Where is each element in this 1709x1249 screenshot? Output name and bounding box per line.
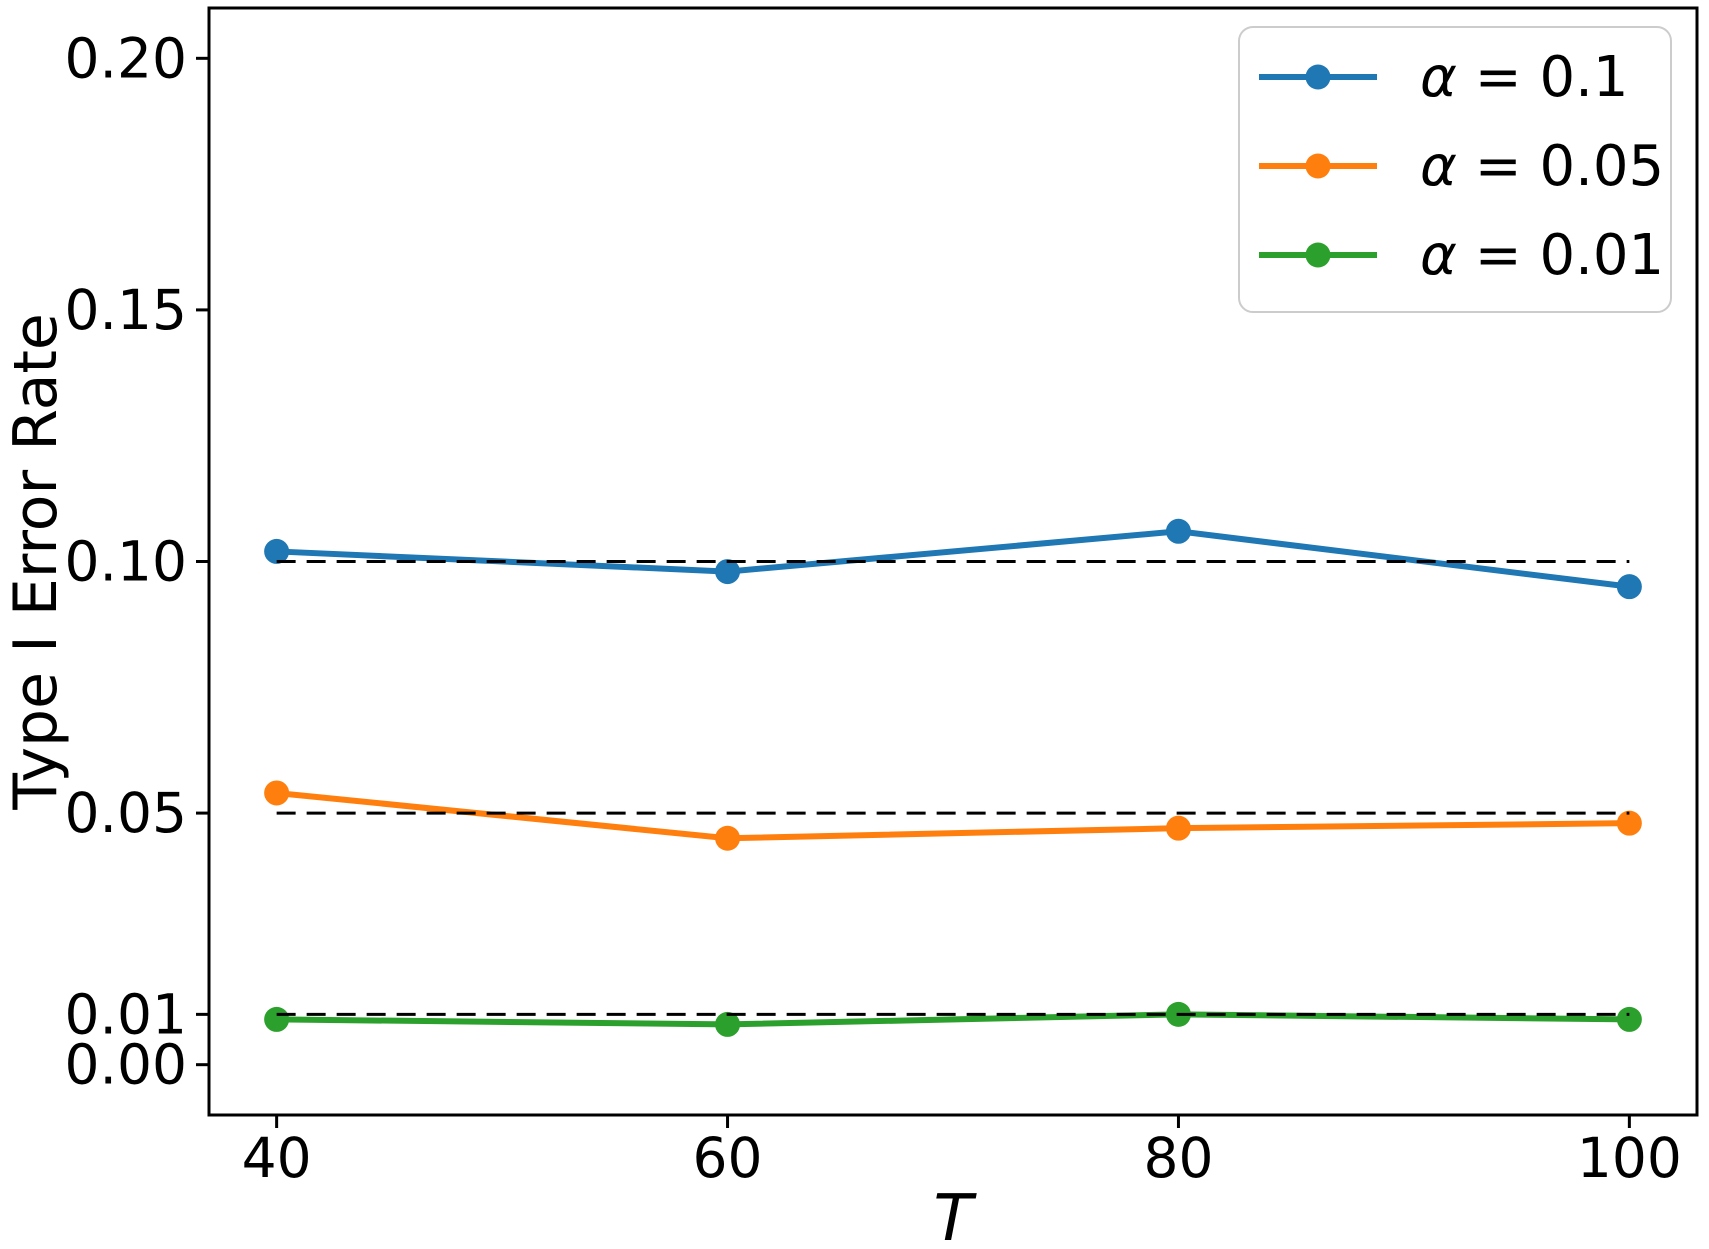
y-tick-label: 0.00 (65, 1033, 187, 1097)
y-axis-label: Type I Error Rate (1, 313, 71, 811)
legend-sample-marker (1305, 64, 1331, 90)
legend-label-value: = 0.01 (1457, 223, 1664, 288)
y-tick-label: 0.20 (65, 26, 187, 90)
legend-label-value: = 0.1 (1457, 45, 1629, 110)
y-tick-label: 0.01 (65, 982, 187, 1046)
data-point-T40 (264, 780, 290, 806)
data-point-T40 (264, 538, 290, 564)
data-point-T100 (1616, 1006, 1642, 1032)
legend-item: α = 0.01 (1259, 223, 1664, 288)
data-point-T80 (1165, 815, 1191, 841)
x-tick-label: 100 (1577, 1126, 1682, 1190)
legend-item: α = 0.05 (1259, 134, 1664, 199)
legend-label: α = 0.01 (1420, 223, 1664, 288)
series-line-0.05 (273, 789, 1633, 842)
y-tick-label: 0.10 (65, 530, 187, 594)
data-point-T40 (264, 1006, 290, 1032)
data-point-T60 (715, 559, 741, 585)
data-point-T80 (1165, 518, 1191, 544)
legend-label-symbol: α (1420, 134, 1457, 199)
legend-label-symbol: α (1420, 223, 1457, 288)
legend-label-symbol: α (1420, 45, 1457, 110)
x-tick-label: 80 (1143, 1126, 1213, 1190)
data-point-T60 (715, 1011, 741, 1037)
data-point-T100 (1616, 574, 1642, 600)
data-point-T60 (715, 825, 741, 851)
legend: α = 0.1α = 0.05α = 0.01 (1238, 26, 1672, 313)
legend-label-value: = 0.05 (1457, 134, 1664, 199)
series-line-0.01 (273, 1011, 1633, 1028)
data-point-T100 (1616, 810, 1642, 836)
y-tick-label: 0.15 (65, 278, 187, 342)
legend-sample-marker (1305, 242, 1331, 268)
x-tick-label: 40 (242, 1126, 312, 1190)
legend-box (1238, 26, 1672, 313)
y-tick-label: 0.05 (65, 781, 187, 845)
legend-item: α = 0.1 (1259, 45, 1629, 110)
legend-label: α = 0.05 (1420, 134, 1664, 199)
legend-label: α = 0.1 (1420, 45, 1629, 110)
x-axis-label: T (933, 1182, 977, 1245)
x-tick-label: 60 (693, 1126, 763, 1190)
legend-sample-marker (1305, 153, 1331, 179)
series-line-0.1 (273, 528, 1633, 590)
